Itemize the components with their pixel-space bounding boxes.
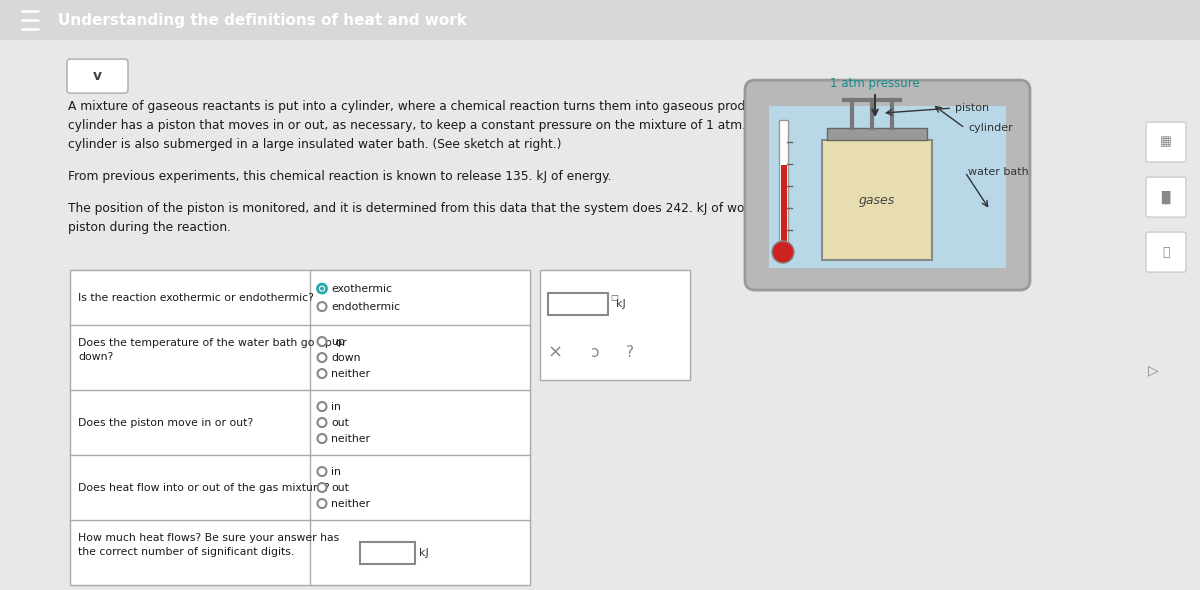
Text: Does heat flow into or out of the gas mixture?: Does heat flow into or out of the gas mi… xyxy=(78,483,330,493)
FancyBboxPatch shape xyxy=(745,80,1030,290)
Bar xyxy=(827,128,928,140)
Text: ▐▌: ▐▌ xyxy=(1157,191,1176,204)
Circle shape xyxy=(318,284,326,293)
Text: up: up xyxy=(331,336,344,346)
Text: kJ: kJ xyxy=(616,299,625,309)
Text: Does the temperature of the water bath go up or
down?: Does the temperature of the water bath g… xyxy=(78,337,347,362)
Text: in: in xyxy=(331,467,341,477)
Circle shape xyxy=(318,402,326,411)
Text: The position of the piston is monitored, and it is determined from this data tha: The position of the piston is monitored,… xyxy=(68,202,800,234)
Text: Understanding the definitions of heat and work: Understanding the definitions of heat an… xyxy=(58,12,467,28)
FancyBboxPatch shape xyxy=(1146,122,1186,162)
Text: neither: neither xyxy=(331,499,370,509)
Text: endothermic: endothermic xyxy=(331,301,400,312)
FancyBboxPatch shape xyxy=(1146,232,1186,272)
Circle shape xyxy=(318,353,326,362)
Circle shape xyxy=(318,418,326,427)
Bar xyxy=(769,106,1006,268)
Bar xyxy=(548,293,608,315)
Text: out: out xyxy=(331,483,349,493)
Text: gases: gases xyxy=(859,194,895,206)
Text: ▦: ▦ xyxy=(1160,136,1172,149)
Circle shape xyxy=(318,302,326,311)
Text: in: in xyxy=(331,402,341,412)
Text: neither: neither xyxy=(331,434,370,444)
Text: A mixture of gaseous reactants is put into a cylinder, where a chemical reaction: A mixture of gaseous reactants is put in… xyxy=(68,100,802,151)
Text: neither: neither xyxy=(331,369,370,379)
Text: cylinder: cylinder xyxy=(968,123,1013,133)
Text: 1 atm pressure: 1 atm pressure xyxy=(830,77,919,90)
Text: ▷: ▷ xyxy=(1148,363,1159,377)
Text: Does the piston move in or out?: Does the piston move in or out? xyxy=(78,418,253,428)
Text: v: v xyxy=(94,69,102,83)
Text: □: □ xyxy=(610,293,618,302)
Text: piston: piston xyxy=(955,103,989,113)
Text: ?: ? xyxy=(626,345,634,359)
Circle shape xyxy=(318,434,326,443)
Circle shape xyxy=(318,369,326,378)
FancyBboxPatch shape xyxy=(67,59,128,93)
Text: ×: × xyxy=(547,343,563,361)
Circle shape xyxy=(772,241,794,263)
Bar xyxy=(822,140,932,260)
Bar xyxy=(70,270,530,585)
Circle shape xyxy=(320,287,324,290)
Text: Is the reaction exothermic or endothermic?: Is the reaction exothermic or endothermi… xyxy=(78,293,314,303)
Text: out: out xyxy=(331,418,349,428)
FancyBboxPatch shape xyxy=(1146,177,1186,217)
Circle shape xyxy=(318,467,326,476)
Text: ⬛: ⬛ xyxy=(1163,245,1170,258)
Circle shape xyxy=(318,483,326,492)
Text: kJ: kJ xyxy=(419,548,428,558)
Bar xyxy=(780,165,786,255)
Bar xyxy=(779,120,788,260)
Text: From previous experiments, this chemical reaction is known to release 135. kJ of: From previous experiments, this chemical… xyxy=(68,170,612,183)
Circle shape xyxy=(318,337,326,346)
Text: exothermic: exothermic xyxy=(331,284,392,294)
Bar xyxy=(360,542,415,563)
Text: water bath: water bath xyxy=(968,167,1028,177)
Text: ↄ: ↄ xyxy=(590,345,599,359)
Circle shape xyxy=(318,499,326,508)
Text: How much heat flows? Be sure your answer has
the correct number of significant d: How much heat flows? Be sure your answer… xyxy=(78,533,340,556)
Text: down: down xyxy=(331,353,360,362)
Bar xyxy=(540,270,690,380)
